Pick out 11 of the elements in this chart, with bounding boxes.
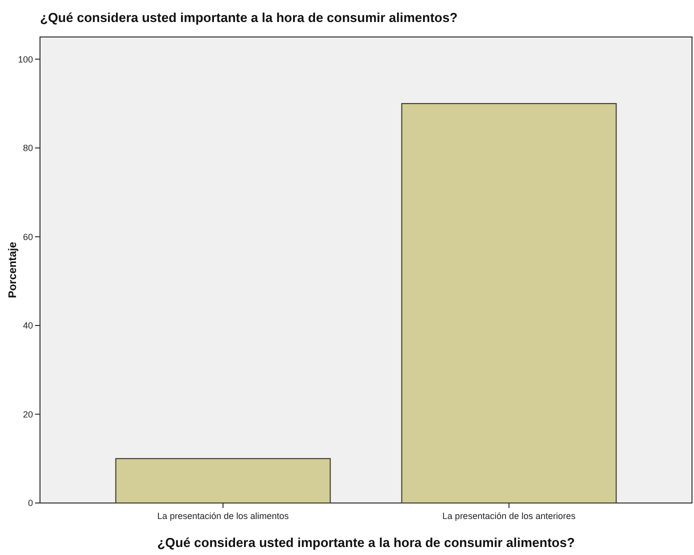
x-tick-label: La presentación de los anteriores (442, 511, 576, 521)
x-tick-label: La presentación de los alimentos (157, 511, 290, 521)
y-tick-label: 40 (22, 320, 33, 331)
y-tick-label: 80 (22, 143, 33, 154)
y-tick-label: 20 (22, 409, 33, 420)
x-axis-title: ¿Qué considera usted importante a la hora de consumir alimentos? (157, 535, 575, 550)
chart-title: ¿Qué considera usted importante a la hora de consumir alimentos? (40, 10, 458, 25)
y-axis-title: Porcentaje (7, 242, 19, 298)
y-tick-label: 60 (22, 232, 33, 242)
y-tick-label: 0 (28, 498, 33, 508)
y-tick-label: 100 (18, 54, 33, 64)
